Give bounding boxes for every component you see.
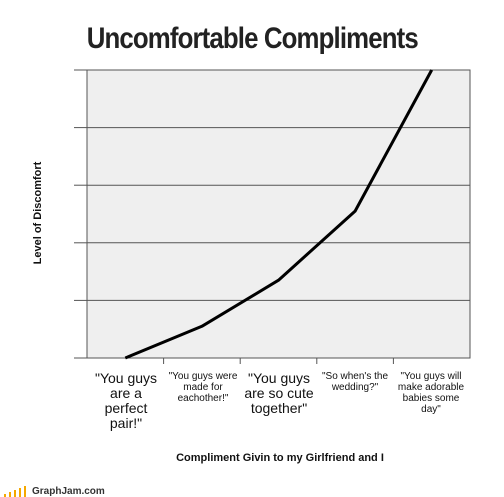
logo-bar-icon <box>19 488 21 497</box>
y-ticks <box>74 69 87 359</box>
category-label-wedding: "So when's the wedding?" <box>321 371 389 393</box>
plot-background <box>86 69 471 359</box>
logo-bar-icon <box>24 486 26 497</box>
graphjam-footer: GraphJam.com <box>4 484 105 497</box>
graphjam-link[interactable]: GraphJam.com <box>32 486 105 497</box>
category-label-babies: "You guys will make adorable babies some… <box>397 371 465 415</box>
chart-title: Uncomfortable Compliments <box>86 22 419 55</box>
series-line <box>124 69 434 360</box>
logo-bar-icon <box>9 492 11 497</box>
x-ticks <box>163 358 394 364</box>
logo-bar-icon <box>4 494 6 497</box>
y-axis-label: Level of Discomfort <box>32 161 44 265</box>
logo-bar-icon <box>14 490 16 497</box>
grid-lines <box>87 127 470 301</box>
category-label-made-for-eachother: "You guys were made for eachother!" <box>168 371 238 404</box>
x-axis-label: Compliment Givin to my Girlfriend and I <box>176 452 384 464</box>
category-label-perfect-pair: "You guys are a perfect pair!" <box>94 370 158 431</box>
category-label-cute-together: "You guys are so cute together" <box>244 370 314 416</box>
